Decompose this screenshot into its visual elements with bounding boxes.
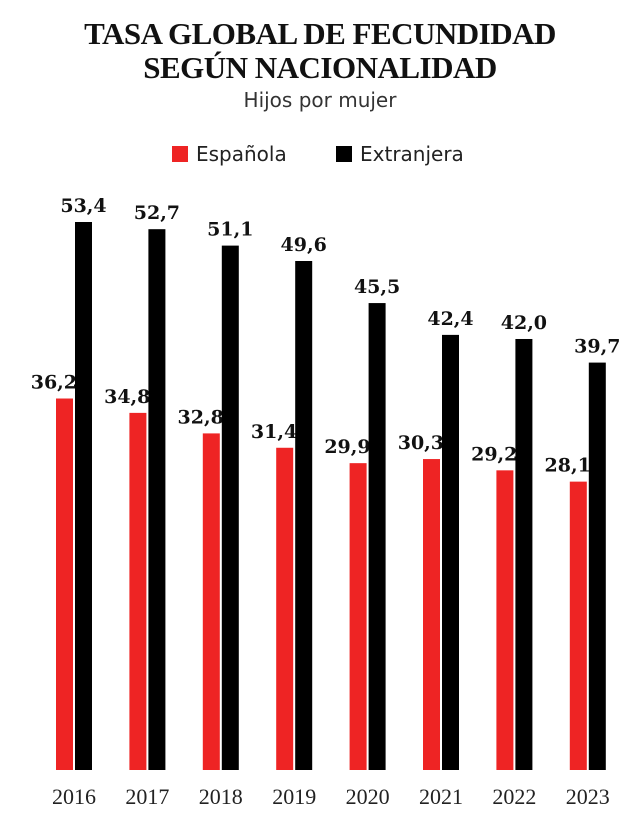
bar-extranjera-2019 xyxy=(295,260,313,770)
bar-extranjera-2017 xyxy=(148,229,166,770)
bar-extranjera-2016 xyxy=(75,222,92,770)
bar-extranjera-2020 xyxy=(368,303,386,770)
bar-group-2022: 29,2 42,0 2022 xyxy=(471,312,547,809)
bar-extranjera-2018 xyxy=(221,245,239,770)
bar-extranjera-2022 xyxy=(515,338,533,770)
bar-espanola-2017 xyxy=(129,412,147,770)
bar-espanola-2022 xyxy=(496,470,514,770)
x-tick-2021: 2021 xyxy=(419,784,463,809)
bar-group-2016: 36,2 53,4 2016 xyxy=(31,195,107,809)
bar-extranjera-2021 xyxy=(442,334,459,770)
x-tick-2023: 2023 xyxy=(566,784,610,809)
bar-espanola-2023 xyxy=(569,481,587,770)
value-label-extranjera-2016: 53,4 xyxy=(60,195,106,217)
chart-title-line2: SEGÚN NACIONALIDAD xyxy=(143,50,497,85)
chart-subtitle: Hijos por mujer xyxy=(243,88,397,112)
value-label-extranjera-2022: 42,0 xyxy=(501,312,547,334)
x-tick-2022: 2022 xyxy=(492,784,536,809)
value-label-espanola-2016: 36,2 xyxy=(31,372,77,394)
legend-item-espanola: Española xyxy=(172,142,287,166)
bar-group-2023: 28,1 39,7 2023 xyxy=(545,336,621,809)
value-label-extranjera-2020: 45,5 xyxy=(354,276,400,298)
legend: Española Extranjera xyxy=(0,142,640,170)
value-label-espanola-2022: 29,2 xyxy=(471,443,517,465)
legend-swatch-espanola xyxy=(172,146,188,162)
x-tick-2018: 2018 xyxy=(199,784,243,809)
x-tick-2019: 2019 xyxy=(272,784,316,809)
value-label-extranjera-2018: 51,1 xyxy=(207,219,253,241)
bar-group-2017: 34,8 52,7 2017 xyxy=(104,202,180,809)
bar-espanola-2019 xyxy=(276,447,294,770)
value-label-extranjera-2017: 52,7 xyxy=(134,202,180,224)
value-label-espanola-2018: 32,8 xyxy=(178,406,224,428)
value-label-espanola-2020: 29,9 xyxy=(324,436,370,458)
x-tick-2020: 2020 xyxy=(346,784,390,809)
bar-espanola-2018 xyxy=(202,433,220,770)
chart-title-line1: TASA GLOBAL DE FECUNDIDAD xyxy=(84,16,556,51)
bar-espanola-2021 xyxy=(423,459,440,770)
bar-group-2021: 30,3 42,4 2021 xyxy=(398,308,474,809)
bar-espanola-2020 xyxy=(349,463,367,770)
bar-group-2018: 32,8 51,1 2018 xyxy=(178,219,254,809)
value-label-espanola-2017: 34,8 xyxy=(104,386,150,408)
value-label-extranjera-2021: 42,4 xyxy=(427,308,473,330)
x-tick-2016: 2016 xyxy=(52,784,96,809)
x-tick-2017: 2017 xyxy=(125,784,169,809)
bar-espanola-2016 xyxy=(56,398,73,770)
legend-label-espanola: Española xyxy=(196,142,287,166)
legend-item-extranjera: Extranjera xyxy=(336,142,464,166)
bar-group-2020: 29,9 45,5 2020 xyxy=(324,276,400,809)
value-label-espanola-2023: 28,1 xyxy=(545,455,591,477)
value-label-espanola-2021: 30,3 xyxy=(398,432,444,454)
bar-group-2019: 31,4 49,6 2019 xyxy=(251,234,327,809)
value-label-extranjera-2019: 49,6 xyxy=(281,234,327,256)
value-label-espanola-2019: 31,4 xyxy=(251,421,297,443)
legend-label-extranjera: Extranjera xyxy=(360,142,464,166)
value-label-extranjera-2023: 39,7 xyxy=(574,336,620,358)
bar-extranjera-2023 xyxy=(588,362,606,770)
legend-swatch-extranjera xyxy=(336,146,352,162)
